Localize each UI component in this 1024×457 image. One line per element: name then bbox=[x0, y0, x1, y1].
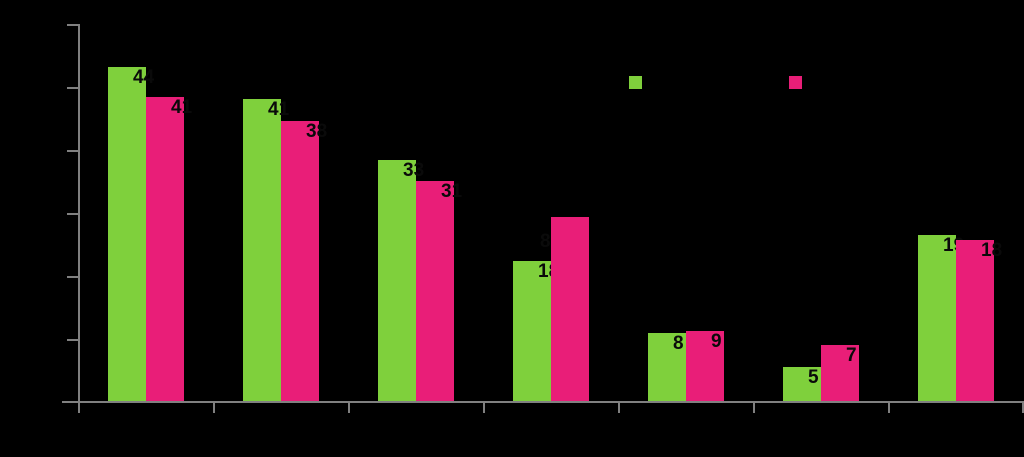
legend-label-series1: Series 1 bbox=[648, 74, 700, 90]
bar-value-label: 9 bbox=[711, 331, 722, 352]
x-axis-tick bbox=[483, 401, 485, 413]
x-axis-category-label: 6 bbox=[817, 412, 825, 427]
bar-series1-cat4 bbox=[513, 261, 551, 401]
y-axis-tick bbox=[67, 24, 78, 26]
y-axis-tick bbox=[67, 339, 78, 341]
bar-value-label: 41 bbox=[171, 97, 193, 118]
bar-series2-cat5 bbox=[686, 331, 724, 401]
x-axis-category-label: 5 bbox=[682, 412, 690, 427]
y-axis-tick-label: 8 bbox=[42, 332, 50, 347]
x-axis-tick bbox=[618, 401, 620, 413]
bar-series1-cat5 bbox=[648, 333, 686, 401]
legend-square-green-icon[interactable] bbox=[629, 76, 642, 89]
bar-series2-cat6 bbox=[821, 345, 859, 401]
y-axis-tick-label: 32 bbox=[42, 143, 57, 158]
bar-series2-cat4 bbox=[551, 217, 589, 401]
y-axis-tick-label: 24 bbox=[42, 206, 57, 221]
y-axis-line bbox=[78, 24, 80, 403]
x-axis-category-label: 3 bbox=[412, 412, 420, 427]
y-axis-tick-label: 48 bbox=[42, 17, 57, 32]
x-axis-tick bbox=[348, 401, 350, 413]
bar-series2-cat1 bbox=[146, 97, 184, 401]
legend-label-series2: Series 2 bbox=[808, 74, 860, 90]
bar-value-label: 44 bbox=[133, 67, 155, 88]
bar-value-label: 33 bbox=[403, 160, 425, 181]
bar-value-label: 41 bbox=[268, 99, 290, 120]
x-axis-category-label: 7 bbox=[952, 412, 960, 427]
bar-series1-cat6 bbox=[783, 367, 821, 401]
bar-value-label: 18 bbox=[981, 240, 1003, 261]
x-axis-tick bbox=[213, 401, 215, 413]
chart-legend: Series 1 Series 2 bbox=[0, 0, 1024, 120]
x-axis-tick bbox=[1022, 401, 1024, 413]
bar-value-label: 31 bbox=[441, 181, 463, 202]
bar-series2-cat3 bbox=[416, 181, 454, 401]
x-axis-line bbox=[62, 401, 1024, 403]
bar-series1-cat7 bbox=[918, 235, 956, 401]
bar-series1-cat1 bbox=[108, 67, 146, 401]
legend-square-pink-icon[interactable] bbox=[789, 76, 802, 89]
bar-value-label: 7 bbox=[846, 345, 857, 366]
bar-series1-cat2 bbox=[243, 99, 281, 401]
bar-value-label: 8 bbox=[540, 231, 551, 252]
y-axis-tick-label: 40 bbox=[42, 80, 57, 95]
y-axis-tick-label: 16 bbox=[42, 269, 57, 284]
y-axis-tick bbox=[67, 87, 78, 89]
bar-series2-cat2 bbox=[281, 121, 319, 401]
x-axis-tick bbox=[888, 401, 890, 413]
y-axis-tick bbox=[67, 150, 78, 152]
y-axis-tick bbox=[67, 213, 78, 215]
y-axis-tick-label: 0 bbox=[48, 394, 56, 409]
x-axis-tick bbox=[78, 401, 80, 413]
bar-value-label: 38 bbox=[306, 121, 328, 142]
bar-value-label: 8 bbox=[673, 333, 684, 354]
bar-value-label: 5 bbox=[808, 367, 819, 388]
x-axis-category-label: 2 bbox=[277, 412, 285, 427]
bar-series1-cat3 bbox=[378, 160, 416, 401]
x-axis-category-label: 1 bbox=[142, 412, 150, 427]
x-axis-tick bbox=[753, 401, 755, 413]
x-axis-category-label: 4 bbox=[547, 412, 555, 427]
bar-series2-cat7 bbox=[956, 240, 994, 401]
y-axis-tick bbox=[67, 276, 78, 278]
